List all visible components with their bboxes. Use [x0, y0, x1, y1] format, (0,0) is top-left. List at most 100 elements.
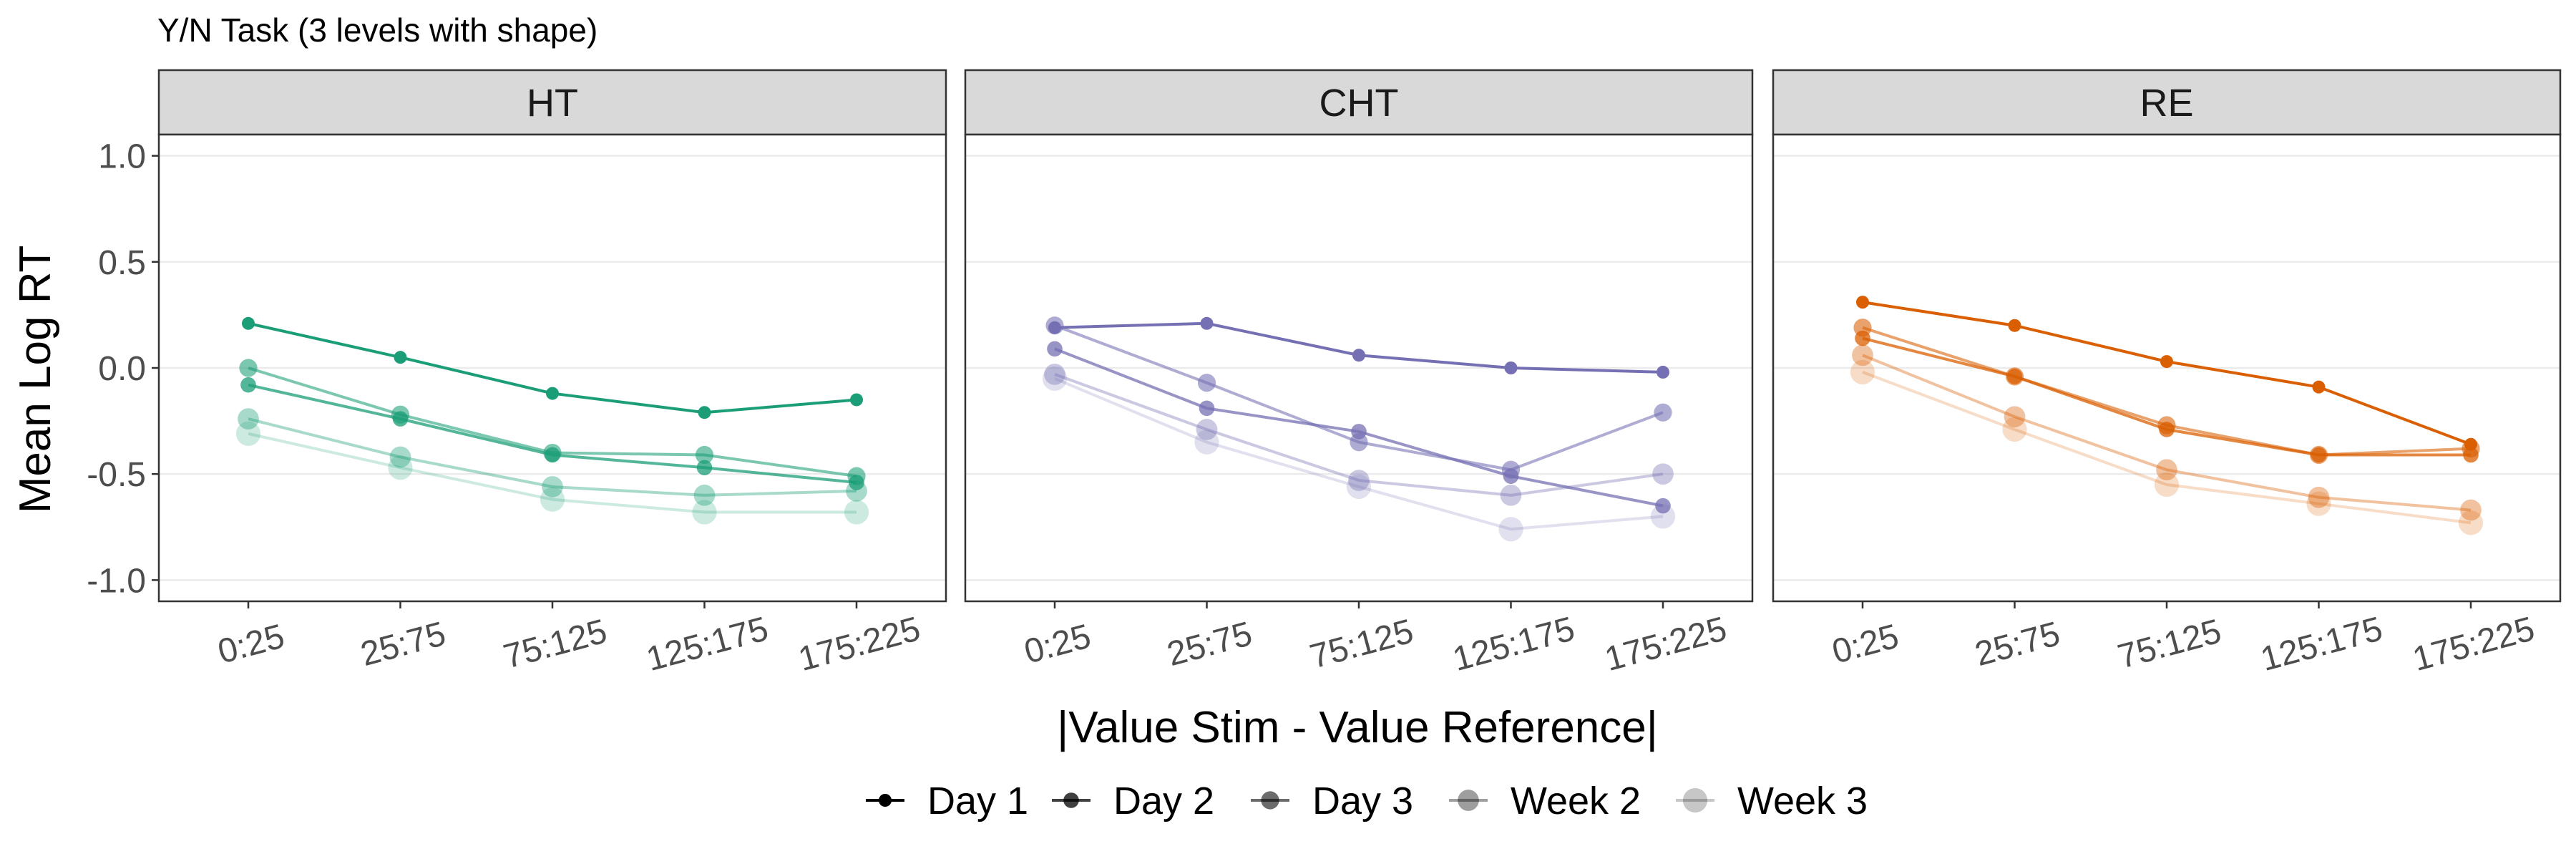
data-point [850, 393, 863, 407]
x-tick-label: 175:225 [794, 610, 924, 679]
facet-strip-label: HT [527, 82, 578, 125]
data-point [693, 484, 716, 506]
data-point [235, 421, 261, 446]
x-tick-label: 75:125 [2114, 612, 2225, 676]
x-tick-label: 175:225 [2409, 610, 2538, 679]
legend-item-week-3: Week 3 [1676, 780, 1868, 822]
data-point [2005, 367, 2024, 386]
data-point [1654, 403, 1672, 422]
data-point [2306, 491, 2331, 516]
legend-key-point [1682, 787, 1708, 813]
data-point [1856, 296, 1869, 309]
data-point [2312, 380, 2326, 394]
series-line-week-3 [1054, 377, 1664, 531]
data-point [1652, 463, 1674, 485]
legend-key-point [1063, 792, 1079, 808]
series-line-week-3 [1862, 371, 2472, 525]
chart-title: Y/N Task (3 levels with shape) [157, 11, 597, 49]
data-point [2157, 416, 2176, 435]
data-point [242, 316, 255, 330]
x-tick-label: 75:125 [499, 612, 611, 676]
y-tick-label: 1.0 [98, 138, 146, 176]
x-tick-label: 25:75 [1163, 615, 1257, 674]
legend-key-point [1458, 790, 1479, 811]
data-point [1199, 400, 1215, 417]
data-point [692, 500, 717, 525]
series-group [1850, 296, 2484, 535]
panel-cht: CHT 0:25 25:75 75:125 125:175 175:225 [964, 69, 1754, 679]
data-point [1348, 470, 1370, 491]
data-point [2004, 406, 2026, 428]
y-axis: 1.0 0.5 0.0 -0.5 -1.0 [87, 138, 159, 600]
x-tick-label: 125:175 [1449, 610, 1579, 679]
data-point [2462, 440, 2480, 458]
y-tick-label: -0.5 [87, 456, 146, 494]
data-point [1657, 365, 1669, 379]
facet-panels: HT 0:25 25:75 75:125 125:175 175:225 CHT 0:25 25… [157, 69, 2562, 679]
data-point [1852, 344, 1873, 367]
data-point [1655, 498, 1671, 514]
x-tick-label: 175:225 [1601, 610, 1730, 679]
data-point [238, 408, 259, 430]
x-tick-label: 0:25 [1020, 617, 1095, 671]
x-tick-label: 25:75 [1971, 615, 2064, 674]
data-point [1042, 366, 1068, 391]
series-line-week-2 [248, 417, 857, 497]
panel-ht: HT 0:25 25:75 75:125 125:175 175:225 [157, 69, 947, 679]
y-tick-label: 0.5 [98, 244, 146, 282]
series-line-week-2 [1862, 354, 2472, 512]
data-point [1500, 484, 1522, 506]
x-tick-label: 25:75 [357, 615, 450, 674]
data-point [394, 351, 407, 364]
data-point [1504, 361, 1518, 374]
legend-label: Week 3 [1737, 780, 1868, 822]
data-point [388, 455, 413, 480]
series-line-week-2 [1054, 373, 1664, 497]
legend-label: Day 1 [927, 780, 1028, 822]
data-point [239, 359, 258, 377]
legend-label: Week 2 [1511, 780, 1641, 822]
series-line-week-3 [248, 432, 857, 514]
panel-re: RE 0:25 25:75 75:125 125:175 175:225 [1772, 69, 2562, 679]
data-point [542, 476, 563, 498]
data-point [847, 467, 866, 485]
legend: Day 1 Day 2 Day 3 Week 2 Week 3 [866, 780, 1868, 822]
x-tick-label: 125:175 [2257, 610, 2386, 679]
data-point [695, 445, 714, 465]
legend-item-day-3: Day 3 [1251, 780, 1413, 822]
legend-label: Day 3 [1312, 780, 1413, 822]
facet-strip [157, 69, 947, 136]
x-tick-label: 0:25 [214, 617, 288, 671]
x-tick-label: 0:25 [1828, 617, 1903, 671]
data-point [1501, 460, 1521, 479]
data-point [1650, 504, 1676, 529]
data-point [846, 480, 867, 502]
data-point [1194, 430, 1219, 455]
data-point [1850, 359, 1875, 385]
data-point [2309, 445, 2328, 465]
data-point [1045, 316, 1064, 335]
data-point [540, 487, 565, 512]
data-point [2458, 510, 2484, 535]
data-point [2002, 417, 2027, 442]
legend-item-week-2: Week 2 [1449, 780, 1641, 822]
data-point [1346, 474, 1372, 500]
data-point [1352, 349, 1365, 362]
facet-strip-label: CHT [1319, 82, 1399, 125]
legend-item-day-1: Day 1 [866, 780, 1028, 822]
legend-key-point [1261, 791, 1279, 810]
data-point [391, 405, 410, 424]
y-tick-label: 0.0 [98, 350, 146, 388]
x-tick-label: 75:125 [1306, 612, 1418, 676]
data-point [2308, 486, 2330, 508]
data-point [2460, 499, 2482, 521]
data-point [1200, 316, 1214, 330]
data-point [2008, 319, 2021, 332]
data-point [2154, 472, 2180, 498]
facet-strip [1772, 69, 2562, 136]
y-axis-title: Mean Log RT [11, 246, 60, 514]
data-point [1047, 341, 1063, 357]
data-point [698, 406, 711, 419]
data-point [543, 443, 562, 462]
